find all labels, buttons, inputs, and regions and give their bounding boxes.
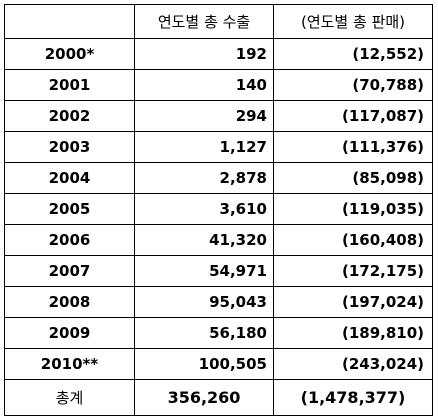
- year-cell: 2005: [4, 193, 135, 225]
- header-exports: 연도별 총 수출: [134, 4, 274, 39]
- table-body: 연도별 총 수출 (연도별 총 판매) 2000* 192 (12,552) 2…: [4, 4, 433, 416]
- year-cell: 2009: [4, 317, 135, 349]
- exports-cell: 1,127: [134, 131, 274, 163]
- year-cell: 2004: [4, 162, 135, 194]
- total-label: 총계: [4, 379, 135, 416]
- sales-cell: (189,810): [273, 317, 433, 349]
- table-row: 2002 294 (117,087): [4, 100, 433, 132]
- table-row: 2008 95,043 (197,024): [4, 286, 433, 318]
- exports-cell: 100,505: [134, 348, 274, 380]
- year-cell: 2008: [4, 286, 135, 318]
- year-cell: 2002: [4, 100, 135, 132]
- exports-cell: 192: [134, 38, 274, 70]
- table-row: 2000* 192 (12,552): [4, 38, 433, 70]
- sales-cell: (197,024): [273, 286, 433, 318]
- year-cell: 2003: [4, 131, 135, 163]
- sales-cell: (243,024): [273, 348, 433, 380]
- sales-cell: (85,098): [273, 162, 433, 194]
- sales-cell: (117,087): [273, 100, 433, 132]
- sales-cell: (12,552): [273, 38, 433, 70]
- table-row: 2003 1,127 (111,376): [4, 131, 433, 163]
- sales-cell: (111,376): [273, 131, 433, 163]
- total-sales: (1,478,377): [273, 379, 433, 416]
- total-exports: 356,260: [134, 379, 274, 416]
- header-year: [4, 4, 135, 39]
- exports-cell: 56,180: [134, 317, 274, 349]
- table-row: 2004 2,878 (85,098): [4, 162, 433, 194]
- year-cell: 2006: [4, 224, 135, 256]
- year-cell: 2010**: [4, 348, 135, 380]
- total-row: 총계 356,260 (1,478,377): [4, 379, 433, 416]
- header-sales: (연도별 총 판매): [273, 4, 433, 39]
- exports-cell: 140: [134, 69, 274, 101]
- table-row: 2005 3,610 (119,035): [4, 193, 433, 225]
- sales-cell: (119,035): [273, 193, 433, 225]
- exports-cell: 54,971: [134, 255, 274, 287]
- export-sales-table: 연도별 총 수출 (연도별 총 판매) 2000* 192 (12,552) 2…: [4, 4, 433, 416]
- header-row: 연도별 총 수출 (연도별 총 판매): [4, 4, 433, 39]
- table-row: 2010** 100,505 (243,024): [4, 348, 433, 380]
- sales-cell: (160,408): [273, 224, 433, 256]
- exports-cell: 2,878: [134, 162, 274, 194]
- year-cell: 2000*: [4, 38, 135, 70]
- table-row: 2006 41,320 (160,408): [4, 224, 433, 256]
- table-row: 2001 140 (70,788): [4, 69, 433, 101]
- year-cell: 2001: [4, 69, 135, 101]
- sales-cell: (70,788): [273, 69, 433, 101]
- exports-cell: 41,320: [134, 224, 274, 256]
- exports-cell: 3,610: [134, 193, 274, 225]
- table-row: 2007 54,971 (172,175): [4, 255, 433, 287]
- year-cell: 2007: [4, 255, 135, 287]
- table-row: 2009 56,180 (189,810): [4, 317, 433, 349]
- sales-cell: (172,175): [273, 255, 433, 287]
- exports-cell: 294: [134, 100, 274, 132]
- exports-cell: 95,043: [134, 286, 274, 318]
